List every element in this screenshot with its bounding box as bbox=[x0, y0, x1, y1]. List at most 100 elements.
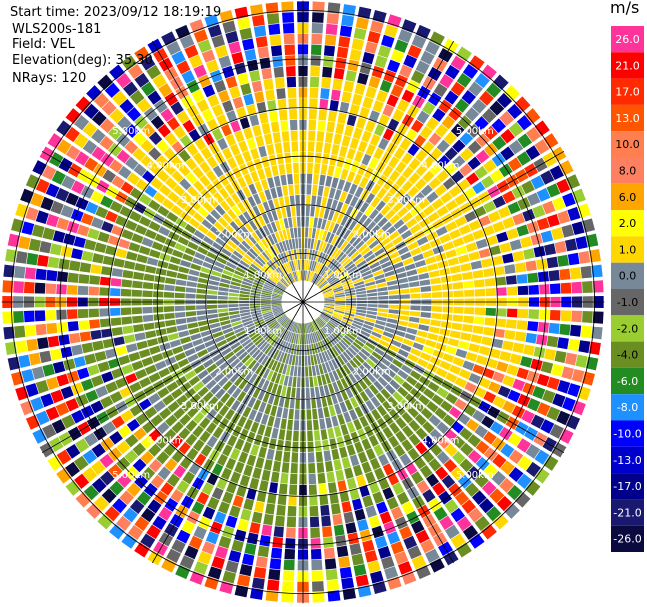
velocity-gate bbox=[436, 169, 450, 183]
velocity-gate bbox=[475, 355, 488, 366]
velocity-gate bbox=[428, 177, 441, 190]
velocity-gate bbox=[178, 164, 191, 177]
velocity-gate bbox=[359, 391, 370, 403]
velocity-gate bbox=[384, 566, 399, 580]
velocity-gate bbox=[310, 55, 321, 66]
velocity-gate bbox=[138, 215, 152, 227]
velocity-gate bbox=[268, 23, 281, 36]
velocity-gate bbox=[132, 280, 143, 289]
velocity-gate bbox=[452, 451, 466, 465]
velocity-gate bbox=[318, 240, 324, 252]
velocity-gate bbox=[324, 296, 335, 300]
velocity-gate bbox=[307, 441, 314, 452]
velocity-gate bbox=[200, 188, 212, 200]
velocity-sectors bbox=[2, 1, 604, 603]
velocity-gate bbox=[260, 306, 272, 310]
velocity-gate bbox=[467, 466, 482, 481]
velocity-gate bbox=[496, 92, 513, 109]
velocity-gate bbox=[197, 348, 209, 358]
velocity-gate bbox=[450, 507, 466, 523]
velocity-gate bbox=[179, 259, 192, 268]
velocity-gate bbox=[118, 355, 131, 366]
velocity-gate bbox=[306, 344, 310, 356]
velocity-gate bbox=[288, 273, 294, 284]
velocity-gate bbox=[271, 360, 278, 371]
velocity-gate bbox=[333, 68, 345, 80]
velocity-gate bbox=[354, 211, 364, 222]
velocity-gate bbox=[365, 505, 377, 518]
velocity-gate bbox=[211, 556, 226, 570]
velocity-gate bbox=[508, 449, 524, 465]
velocity-gate bbox=[280, 316, 289, 325]
velocity-gate bbox=[492, 135, 507, 151]
velocity-gate bbox=[164, 132, 178, 146]
velocity-gate bbox=[457, 474, 472, 489]
velocity-gate bbox=[467, 140, 482, 155]
velocity-gate bbox=[126, 172, 141, 186]
velocity-gate bbox=[332, 513, 343, 526]
velocity-gate bbox=[247, 196, 257, 208]
velocity-gate bbox=[334, 294, 346, 298]
colorbar-tick-label: -2.0 bbox=[617, 322, 638, 335]
velocity-gate bbox=[228, 288, 240, 294]
velocity-gate bbox=[517, 455, 533, 471]
velocity-gate bbox=[337, 238, 345, 249]
velocity-gate bbox=[505, 275, 517, 285]
velocity-gate bbox=[266, 370, 274, 381]
range-ring-label: 2.00km bbox=[353, 229, 391, 240]
velocity-gate bbox=[35, 210, 49, 225]
velocity-gate bbox=[224, 351, 235, 361]
velocity-gate bbox=[491, 118, 507, 134]
velocity-gate bbox=[365, 86, 377, 99]
velocity-gate bbox=[358, 379, 368, 390]
velocity-gate bbox=[196, 283, 208, 289]
velocity-gate bbox=[407, 322, 419, 329]
velocity-gate bbox=[399, 64, 413, 78]
velocity-gate bbox=[420, 184, 433, 197]
velocity-gate bbox=[243, 341, 254, 351]
velocity-gate bbox=[309, 495, 318, 506]
velocity-gate bbox=[422, 435, 436, 449]
velocity-gate bbox=[173, 464, 187, 479]
velocity-gate bbox=[45, 283, 57, 295]
velocity-gate bbox=[125, 251, 138, 261]
velocity-gate bbox=[569, 267, 582, 280]
velocity-gate bbox=[161, 245, 174, 255]
velocity-gate bbox=[339, 566, 353, 579]
velocity-gate bbox=[230, 358, 241, 368]
velocity-gate bbox=[276, 208, 283, 220]
velocity-gate bbox=[422, 101, 436, 115]
velocity-gate bbox=[91, 128, 106, 144]
velocity-gate bbox=[432, 482, 446, 496]
velocity-gate bbox=[220, 124, 232, 137]
velocity-gate bbox=[392, 358, 404, 369]
velocity-gate bbox=[125, 219, 138, 231]
velocity-gate bbox=[216, 137, 228, 151]
velocity-gate bbox=[73, 133, 89, 149]
velocity-gate bbox=[289, 398, 295, 409]
velocity-gate bbox=[283, 275, 291, 285]
velocity-gate bbox=[117, 473, 132, 488]
velocity-gate bbox=[191, 501, 205, 515]
velocity-gate bbox=[65, 443, 81, 459]
velocity-gate bbox=[238, 351, 249, 361]
velocity-gate bbox=[50, 200, 64, 215]
velocity-gate bbox=[353, 27, 367, 41]
velocity-gate bbox=[242, 211, 252, 222]
velocity-gate bbox=[252, 314, 263, 320]
velocity-gate bbox=[202, 358, 214, 369]
velocity-gate bbox=[277, 254, 285, 265]
velocity-gate bbox=[273, 256, 281, 267]
velocity-gate bbox=[307, 355, 311, 366]
velocity-gate bbox=[273, 417, 281, 429]
velocity-gate bbox=[194, 193, 207, 206]
velocity-gate bbox=[401, 152, 414, 165]
velocity-gate bbox=[458, 340, 470, 350]
velocity-gate bbox=[405, 217, 418, 229]
velocity-gate bbox=[326, 471, 336, 483]
velocity-gate bbox=[478, 215, 491, 227]
velocity-gate bbox=[268, 259, 277, 270]
velocity-gate bbox=[230, 471, 241, 484]
velocity-gate bbox=[325, 417, 333, 429]
velocity-gate bbox=[322, 326, 331, 336]
